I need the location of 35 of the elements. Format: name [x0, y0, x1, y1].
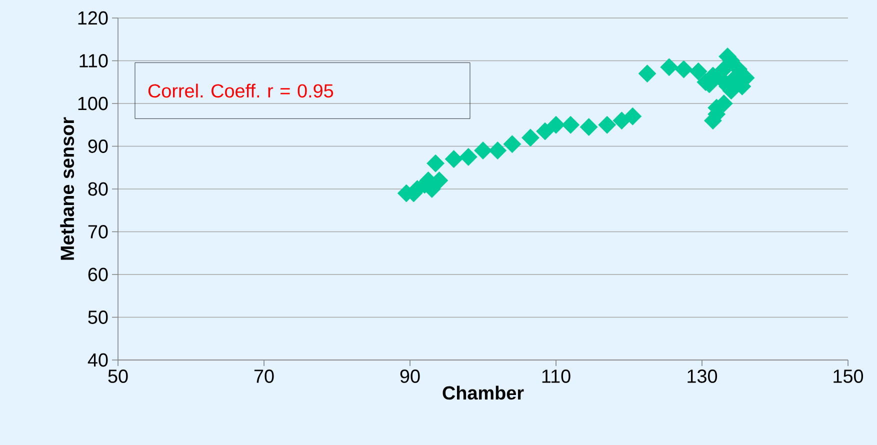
y-tick-label: 120 — [78, 11, 108, 25]
x-tick-label: 150 — [834, 370, 864, 383]
point — [536, 122, 554, 140]
annotation: Correl. Coeff. r = 0.95 — [148, 84, 334, 98]
point — [474, 142, 492, 160]
x-tick-label: 90 — [400, 370, 420, 383]
point — [488, 142, 507, 160]
point — [624, 107, 642, 126]
y-tick-label: 90 — [88, 140, 108, 153]
y-tick-label: 70 — [88, 225, 108, 238]
point — [444, 150, 463, 168]
point — [521, 128, 540, 147]
point — [459, 148, 478, 166]
point — [689, 62, 708, 80]
point — [674, 60, 693, 78]
point — [503, 135, 522, 154]
y-tick-label: 100 — [78, 96, 108, 110]
point — [547, 116, 565, 134]
point — [426, 154, 445, 172]
x-tick-label: 50 — [108, 370, 128, 383]
x-tick-label: 130 — [688, 370, 718, 383]
point — [598, 116, 616, 134]
point — [638, 64, 656, 83]
x-tick-label: 110 — [542, 370, 570, 383]
x-tick-label: 70 — [254, 370, 274, 383]
x-axis-title: Chamber — [442, 386, 524, 400]
y-tick-label: 40 — [88, 353, 108, 367]
point — [562, 116, 580, 134]
y-tick-label: 80 — [88, 182, 108, 196]
y-tick-label: 50 — [88, 310, 108, 324]
point — [580, 118, 598, 136]
y-axis-title: Methane sensor — [60, 117, 74, 260]
y-tick-label: 110 — [80, 54, 108, 68]
point — [660, 58, 678, 76]
y-tick-label: 60 — [88, 268, 108, 282]
